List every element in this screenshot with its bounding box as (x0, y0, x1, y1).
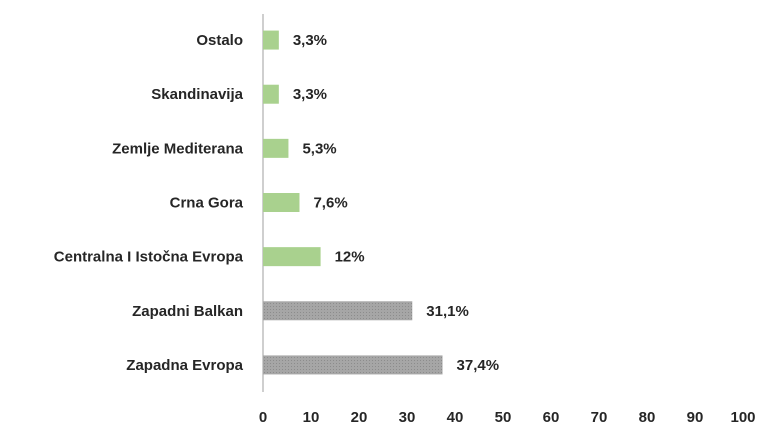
bar (263, 247, 321, 267)
data-label: 3,3% (293, 32, 327, 49)
x-tick-label: 60 (543, 409, 560, 426)
x-tick-label: 40 (447, 409, 464, 426)
x-tick-label: 90 (687, 409, 704, 426)
data-label: 5,3% (302, 140, 336, 157)
data-label: 3,3% (293, 86, 327, 103)
data-label: 12% (335, 249, 365, 266)
bar (263, 84, 279, 104)
y-tick-label: Crna Gora (170, 194, 244, 211)
x-tick-label: 70 (591, 409, 608, 426)
x-tick-label: 0 (259, 409, 267, 426)
y-tick-label: Zapadna Evropa (126, 357, 243, 374)
x-tick-label: 100 (730, 409, 755, 426)
data-label: 37,4% (457, 357, 500, 374)
y-tick-label: Ostalo (196, 32, 243, 49)
x-tick-label: 80 (639, 409, 656, 426)
x-tick-label: 30 (399, 409, 416, 426)
x-tick-label: 10 (303, 409, 320, 426)
x-tick-label: 50 (495, 409, 512, 426)
y-tick-label: Skandinavija (151, 86, 243, 103)
y-tick-label: Zemlje Mediterana (112, 140, 244, 157)
bar (263, 301, 413, 321)
data-label: 31,1% (426, 303, 469, 320)
x-tick-label: 20 (351, 409, 368, 426)
y-tick-label: Zapadni Balkan (132, 303, 243, 320)
bar (263, 193, 300, 212)
bar (263, 138, 289, 158)
y-tick-label: Centralna I Istočna Evropa (54, 249, 244, 266)
bar (263, 30, 279, 50)
data-label: 7,6% (313, 194, 347, 211)
bar (263, 355, 443, 375)
